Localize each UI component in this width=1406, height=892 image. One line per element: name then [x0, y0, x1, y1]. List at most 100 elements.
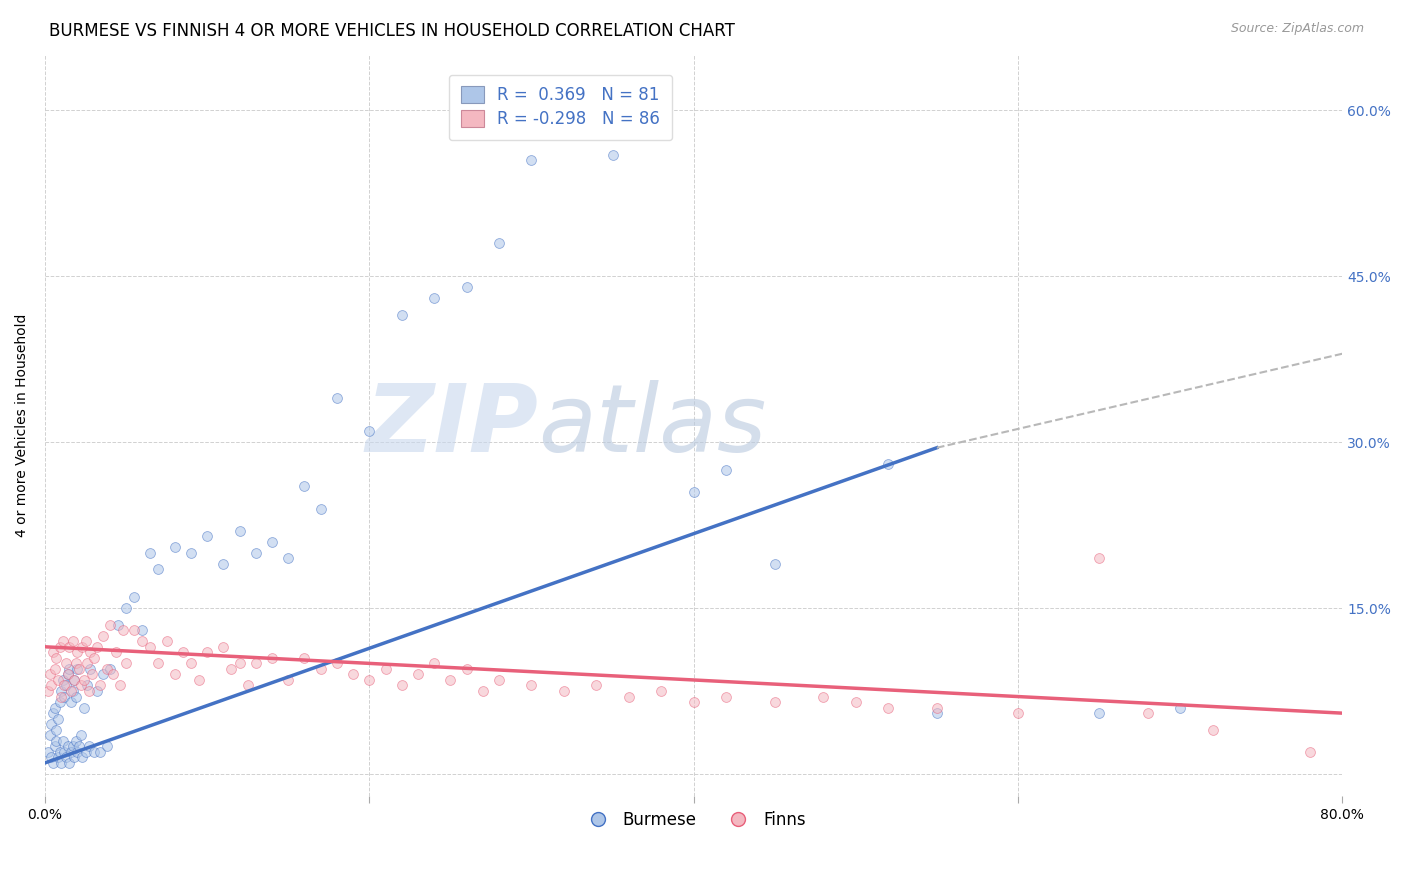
- Point: [96, 739, 118, 754]
- Point: [195, 645, 218, 659]
- Point: [46, 673, 69, 687]
- Point: [520, 678, 543, 692]
- Point: [1088, 706, 1111, 720]
- Point: [89, 678, 111, 692]
- Point: [93, 667, 115, 681]
- Point: [1007, 706, 1029, 720]
- Point: [326, 391, 349, 405]
- Point: [44, 739, 66, 754]
- Point: [423, 657, 446, 671]
- Point: [309, 501, 332, 516]
- Point: [98, 617, 121, 632]
- Point: [277, 551, 299, 566]
- Point: [89, 745, 111, 759]
- Point: [62, 684, 84, 698]
- Point: [236, 678, 259, 692]
- Point: [96, 662, 118, 676]
- Point: [59, 695, 82, 709]
- Point: [52, 733, 75, 747]
- Point: [42, 706, 65, 720]
- Point: [650, 684, 672, 698]
- Point: [52, 673, 75, 687]
- Point: [63, 673, 86, 687]
- Point: [309, 662, 332, 676]
- Point: [108, 678, 131, 692]
- Point: [925, 706, 948, 720]
- Point: [55, 657, 77, 671]
- Point: [342, 667, 364, 681]
- Point: [75, 745, 97, 759]
- Point: [55, 750, 77, 764]
- Point: [42, 756, 65, 770]
- Point: [76, 657, 98, 671]
- Point: [66, 662, 89, 676]
- Point: [62, 634, 84, 648]
- Legend: Burmese, Finns: Burmese, Finns: [575, 805, 813, 836]
- Point: [456, 662, 478, 676]
- Point: [42, 645, 65, 659]
- Point: [585, 678, 607, 692]
- Point: [65, 657, 87, 671]
- Point: [51, 684, 73, 698]
- Point: [52, 634, 75, 648]
- Point: [105, 645, 128, 659]
- Point: [1168, 700, 1191, 714]
- Point: [294, 651, 316, 665]
- Point: [714, 690, 737, 704]
- Point: [101, 667, 124, 681]
- Point: [66, 645, 89, 659]
- Point: [45, 723, 67, 737]
- Point: [53, 690, 76, 704]
- Point: [326, 657, 349, 671]
- Point: [148, 657, 170, 671]
- Point: [77, 684, 100, 698]
- Point: [79, 645, 101, 659]
- Point: [41, 678, 63, 692]
- Point: [228, 657, 250, 671]
- Point: [172, 645, 194, 659]
- Point: [115, 657, 138, 671]
- Point: [763, 695, 786, 709]
- Point: [44, 662, 66, 676]
- Text: BURMESE VS FINNISH 4 OR MORE VEHICLES IN HOUSEHOLD CORRELATION CHART: BURMESE VS FINNISH 4 OR MORE VEHICLES IN…: [49, 22, 735, 40]
- Point: [877, 700, 900, 714]
- Point: [602, 147, 624, 161]
- Point: [86, 684, 108, 698]
- Point: [51, 756, 73, 770]
- Point: [877, 458, 900, 472]
- Point: [131, 624, 153, 638]
- Point: [245, 657, 267, 671]
- Point: [58, 640, 80, 654]
- Point: [845, 695, 868, 709]
- Point: [111, 624, 134, 638]
- Point: [423, 292, 446, 306]
- Y-axis label: 4 or more Vehicles in Household: 4 or more Vehicles in Household: [15, 314, 30, 537]
- Point: [46, 750, 69, 764]
- Point: [115, 601, 138, 615]
- Point: [37, 745, 59, 759]
- Point: [48, 695, 70, 709]
- Point: [93, 629, 115, 643]
- Point: [180, 657, 202, 671]
- Point: [277, 673, 299, 687]
- Point: [53, 678, 76, 692]
- Point: [1201, 723, 1223, 737]
- Point: [228, 524, 250, 538]
- Point: [260, 534, 283, 549]
- Point: [260, 651, 283, 665]
- Point: [139, 640, 162, 654]
- Point: [56, 739, 79, 754]
- Point: [80, 667, 103, 681]
- Point: [65, 733, 87, 747]
- Point: [456, 280, 478, 294]
- Point: [48, 640, 70, 654]
- Point: [59, 745, 82, 759]
- Point: [37, 684, 59, 698]
- Point: [471, 684, 494, 698]
- Point: [163, 667, 186, 681]
- Point: [359, 424, 381, 438]
- Point: [65, 690, 87, 704]
- Point: [553, 684, 575, 698]
- Point: [925, 700, 948, 714]
- Point: [67, 662, 90, 676]
